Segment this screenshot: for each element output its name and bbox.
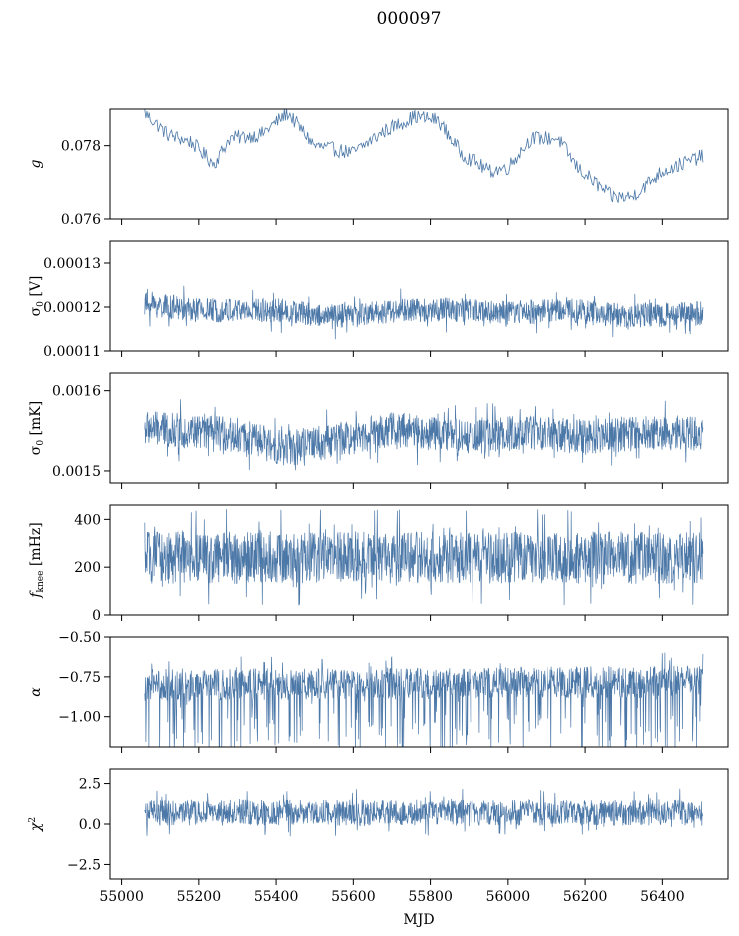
y-axis-label: σ0 [mK] [28, 401, 46, 455]
y-axis-label: σ0 [V] [28, 276, 46, 317]
series-line [144, 285, 704, 340]
series-line [144, 509, 704, 606]
y-tick-label: 0.00011 [43, 344, 101, 360]
x-tick-label: 55800 [408, 889, 453, 905]
y-tick-label: 0.0 [79, 817, 101, 833]
y-tick-label: 0.078 [61, 139, 101, 155]
panel-4: 0 200 400 fknee [mHz] [28, 504, 729, 624]
x-tick-label: 56200 [563, 889, 608, 905]
panel-5: −1.00 −0.75 −0.50 α [28, 630, 729, 753]
axes-frame [109, 768, 729, 880]
y-tick-label: −0.75 [58, 670, 101, 686]
panel-3: 0.0015 0.0016 σ0 [mK] [28, 372, 729, 489]
series-line [144, 109, 704, 203]
y-tick-label: 2.5 [79, 777, 101, 793]
y-tick-label: 0.0015 [52, 464, 101, 480]
panel-1: 0.076 0.078 g [28, 108, 729, 228]
figure-title: 000097 [377, 9, 442, 29]
axes-frame [109, 636, 729, 748]
y-tick-label: 0.0016 [52, 384, 101, 400]
y-tick-label: 200 [74, 560, 101, 576]
y-tick-label: 0.076 [61, 212, 101, 228]
y-tick-label: 400 [74, 512, 101, 528]
y-tick-label: −0.50 [58, 630, 101, 646]
x-axis-label: MJD [403, 912, 434, 928]
y-axis-label: g [28, 159, 44, 168]
x-tick-label: 56400 [640, 889, 685, 905]
x-tick-label: 56000 [486, 889, 531, 905]
x-tick-label: 55000 [99, 889, 144, 905]
y-tick-label: 0 [92, 608, 101, 624]
y-axis-label: α [28, 687, 44, 697]
panel-2: 0.00011 0.00012 0.00013 σ0 [V] [28, 240, 729, 360]
panel-6: −2.5 0.0 2.5 55000 55200 55400 55600 55800 56000… [28, 768, 729, 905]
axes-frame [109, 372, 729, 484]
x-tick-label: 55200 [177, 889, 222, 905]
series-line [144, 652, 704, 747]
y-tick-label: −1.00 [58, 710, 101, 726]
y-tick-label: 0.00012 [43, 300, 101, 316]
y-tick-label: 0.00013 [43, 256, 101, 272]
x-tick-label: 55400 [254, 889, 299, 905]
series-line [144, 788, 704, 837]
axes-frame [109, 504, 729, 616]
axes-frame [109, 108, 729, 220]
series-line [144, 399, 704, 471]
y-axis-label: fknee [mHz] [28, 522, 46, 598]
axes-frame [109, 240, 729, 352]
x-tick-label: 55600 [331, 889, 376, 905]
y-axis-label: χ2 [28, 817, 44, 832]
y-tick-label: −2.5 [67, 857, 101, 873]
